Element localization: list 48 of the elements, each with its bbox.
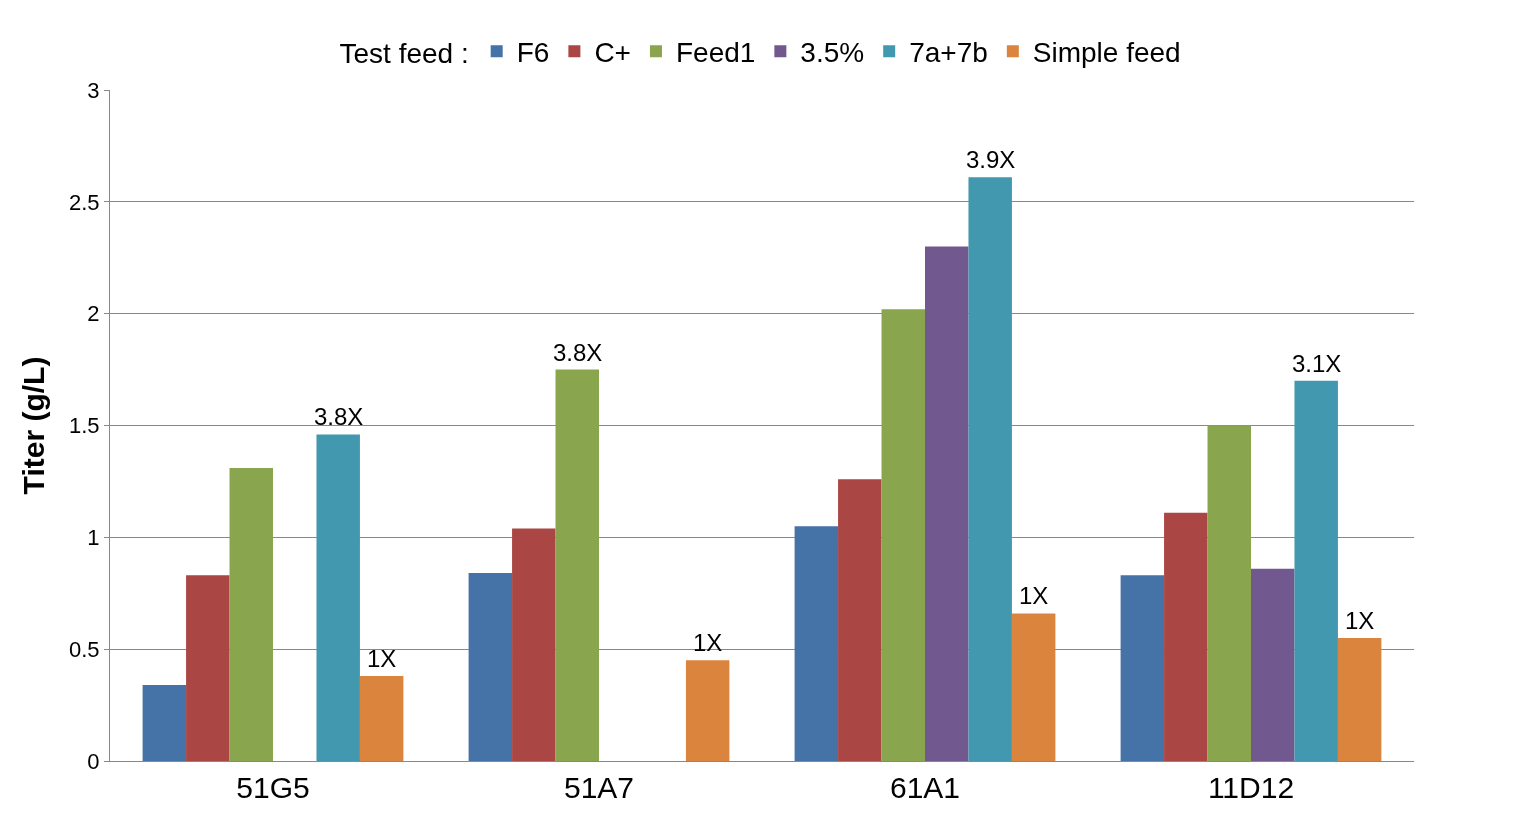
annotation: 1X	[693, 629, 723, 656]
y-tick-label: 0	[87, 748, 100, 774]
bar	[1337, 637, 1382, 761]
y-tick-label: 3	[87, 77, 100, 103]
legend-label: 7a+7b	[909, 37, 988, 69]
bar	[1164, 512, 1208, 761]
bar	[838, 479, 882, 761]
annotation: 1X	[1019, 582, 1049, 609]
legend-title: Test feed :	[339, 37, 469, 69]
bar	[685, 660, 730, 761]
bar	[881, 309, 925, 761]
bar	[1207, 425, 1251, 761]
y-tick-label: 2	[87, 301, 100, 327]
bar	[359, 676, 404, 761]
bar	[142, 684, 187, 761]
annotation: 3.9X	[966, 146, 1016, 173]
y-tick-label: 0.5	[69, 636, 100, 662]
bar	[555, 369, 599, 761]
annotation: 1X	[367, 645, 397, 672]
x-tick-label: 51A7	[563, 771, 635, 804]
x-tick-label: 11D12	[1207, 771, 1295, 804]
y-tick-label: 1	[87, 525, 100, 551]
y-axis-title: Titer (g/L)	[17, 356, 51, 495]
bar	[1294, 380, 1338, 761]
annotation: 3.8X	[553, 339, 603, 366]
x-tick-label: 61A1	[889, 771, 961, 804]
y-tick-label: 1.5	[69, 413, 100, 439]
y-tick-label: 2.5	[69, 189, 100, 215]
bar	[186, 575, 230, 761]
x-tick-label: 51G5	[236, 771, 310, 804]
bar	[1011, 613, 1056, 761]
bar	[968, 177, 1012, 761]
bar	[316, 434, 360, 761]
bar	[468, 573, 513, 761]
bar	[925, 246, 969, 761]
annotation: 1X	[1345, 607, 1375, 634]
legend-label: C+	[594, 37, 631, 69]
bar	[1120, 575, 1165, 761]
bar	[794, 526, 839, 761]
bar	[1251, 568, 1295, 761]
bar	[229, 468, 273, 761]
bar	[512, 528, 556, 761]
legend-label: Feed1	[675, 37, 756, 69]
legend-label: F6	[516, 37, 550, 69]
legend-label: Simple feed	[1032, 37, 1181, 69]
legend-label: 3.5%	[800, 37, 865, 69]
annotation: 3.1X	[1292, 350, 1342, 377]
annotation: 3.8X	[314, 403, 364, 430]
